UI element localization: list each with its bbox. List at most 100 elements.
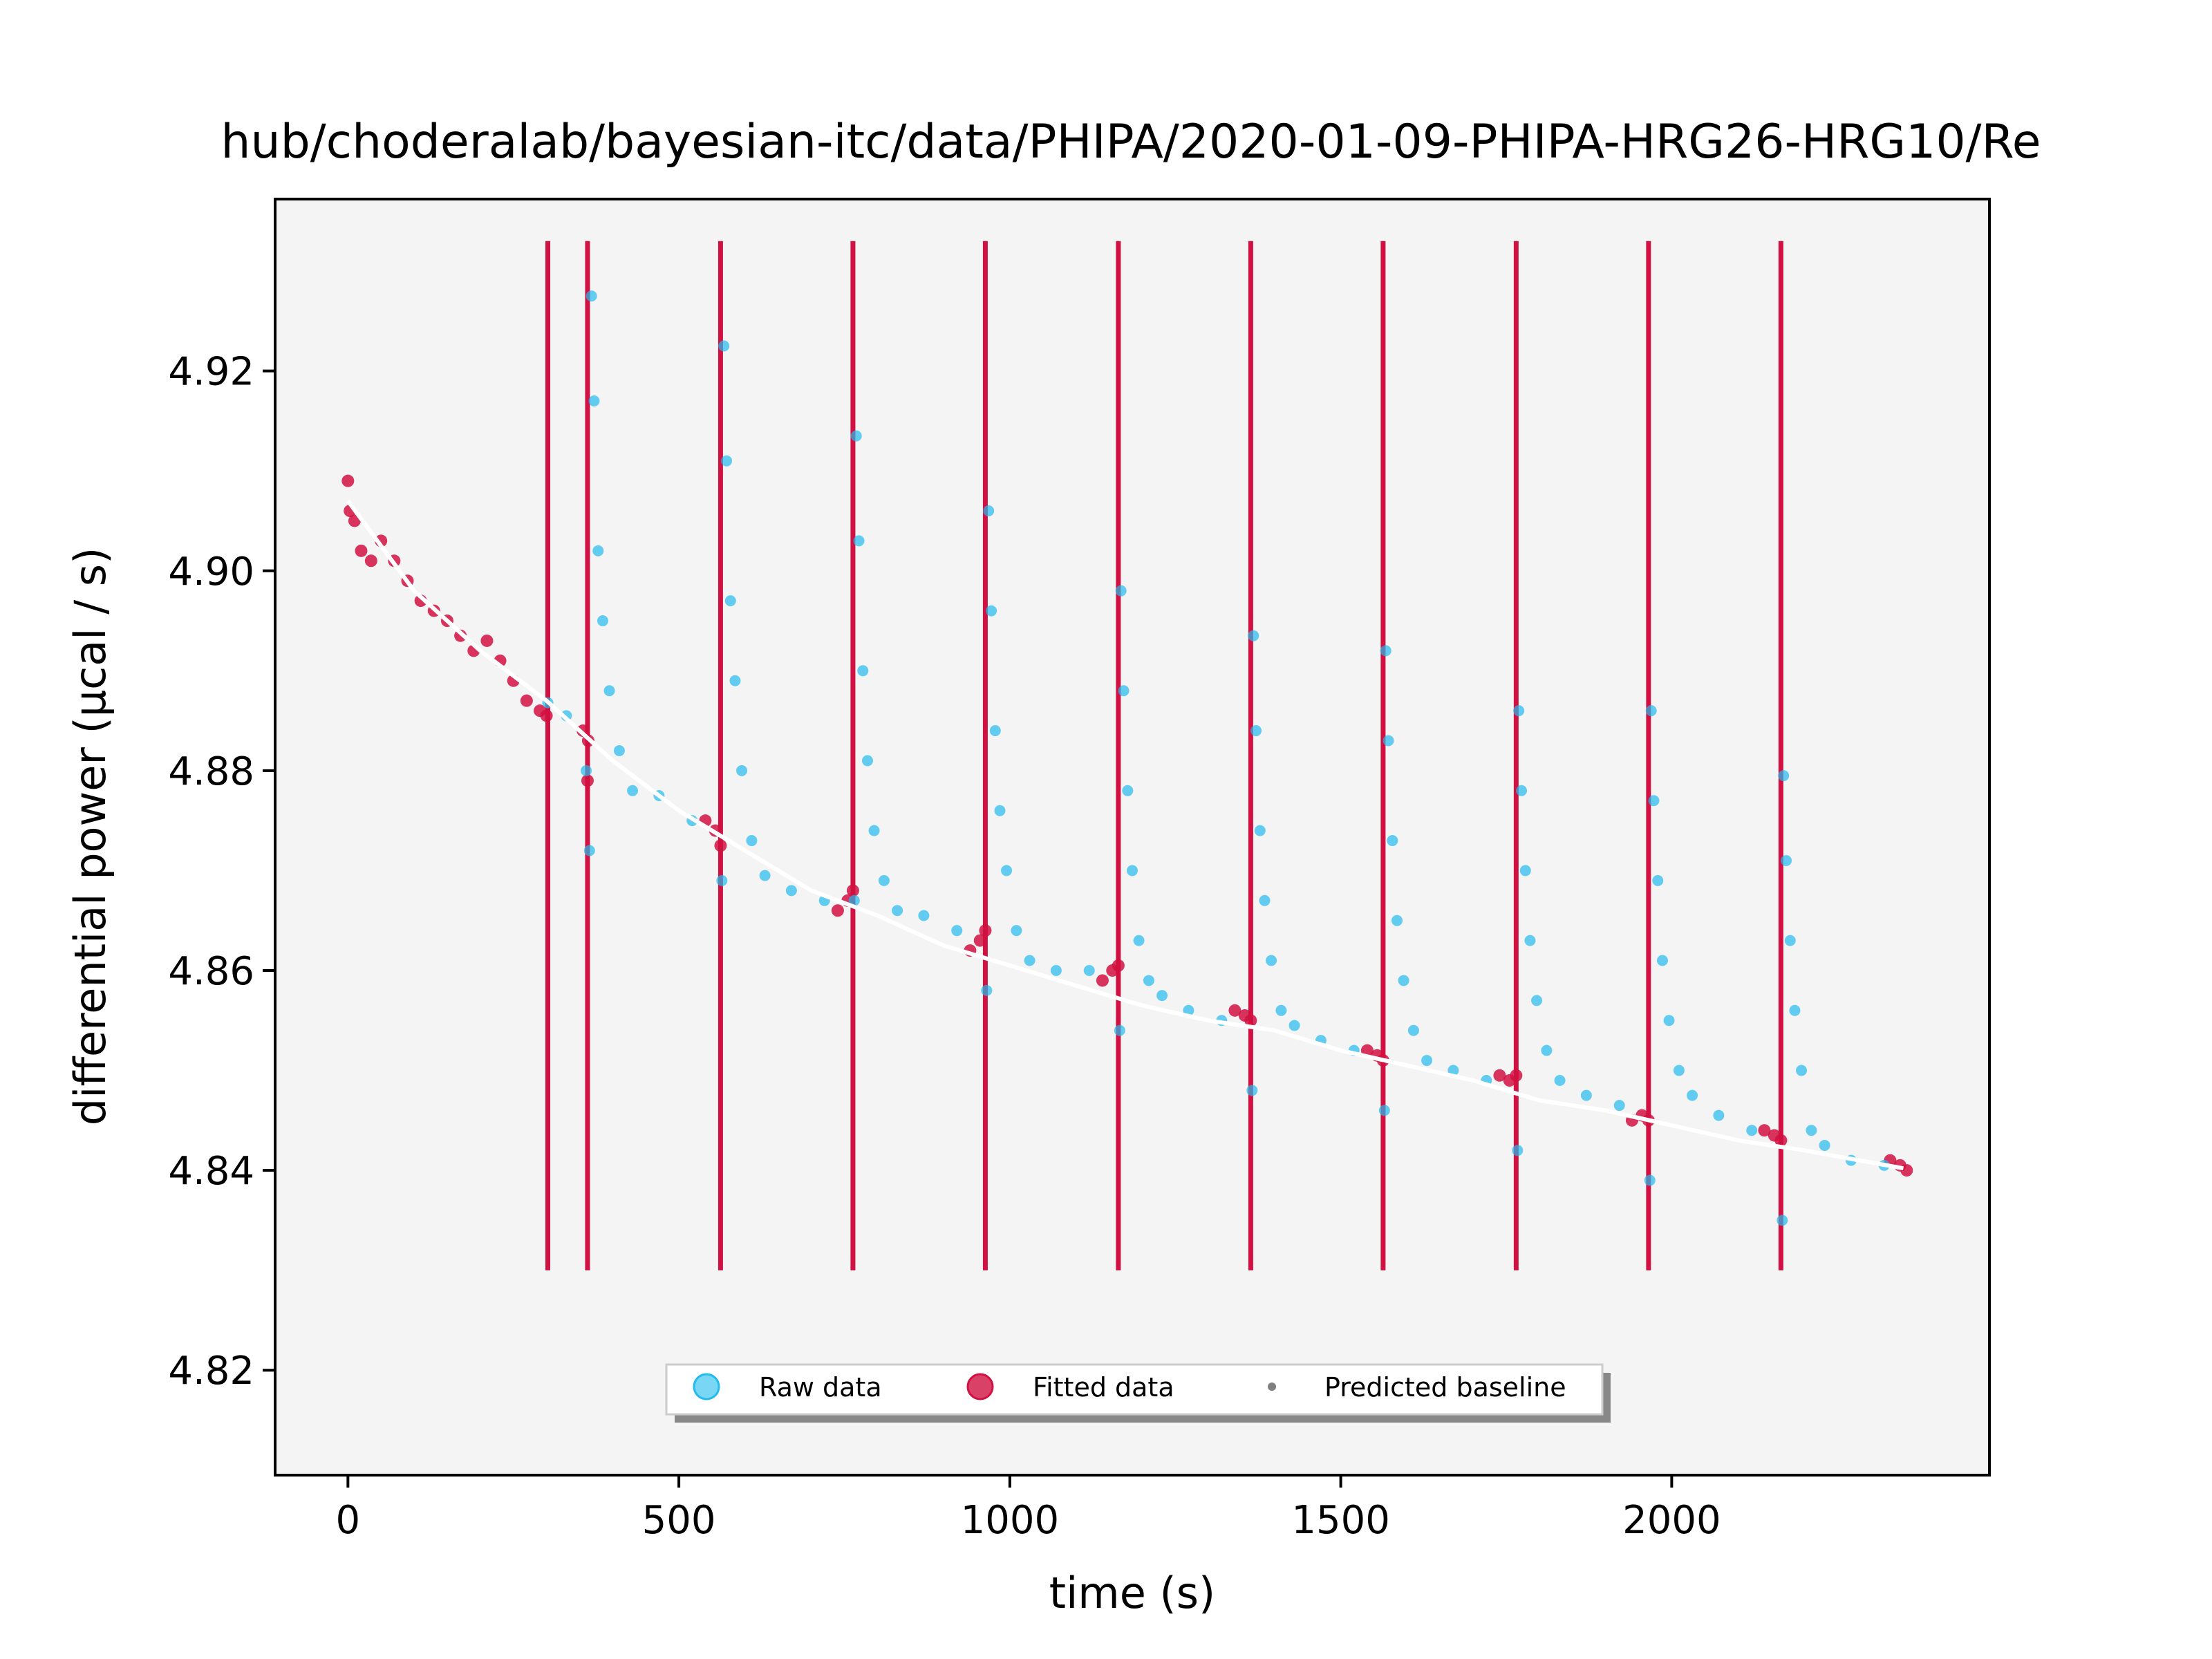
raw-data-point [1516, 785, 1528, 796]
fitted-data-point [1360, 1044, 1374, 1057]
raw-data-point [1254, 825, 1266, 836]
raw-data-point [1778, 770, 1790, 782]
y-tick-label: 4.82 [168, 1349, 254, 1394]
fitted-data-point [364, 554, 377, 568]
raw-data-point [1789, 1004, 1801, 1016]
raw-data-point [986, 605, 997, 617]
raw-data-point [583, 845, 595, 856]
raw-data-point [1421, 1055, 1433, 1067]
fitted-data-point [520, 694, 533, 707]
raw-data-point [736, 765, 748, 776]
chart-title: hub/choderalab/bayesian-itc/data/PHIPA/2… [221, 115, 2041, 169]
raw-data-point [1819, 1139, 1830, 1151]
fitted-data-point [1244, 1014, 1257, 1027]
x-axis-ticks: 0 500 1000 1500 2000 [336, 1475, 1721, 1543]
raw-data-point [1644, 1174, 1656, 1186]
raw-data-point [1519, 865, 1531, 877]
raw-data-point [1382, 735, 1394, 747]
raw-data-point [1580, 1089, 1592, 1101]
raw-data-point [1524, 935, 1536, 946]
raw-data-point [1784, 935, 1796, 946]
legend-baseline-marker [1268, 1382, 1276, 1391]
fitted-data-point [1493, 1069, 1506, 1082]
raw-data-point [1554, 1074, 1566, 1086]
legend-raw-label: Raw data [759, 1372, 882, 1403]
raw-data-point [1122, 785, 1134, 796]
fitted-data-point [1900, 1164, 1913, 1177]
fitted-data-point [846, 884, 859, 897]
raw-data-point [1656, 955, 1668, 966]
raw-data-point [1259, 894, 1271, 906]
raw-data-point [1781, 854, 1792, 866]
raw-data-point [1398, 975, 1409, 986]
raw-data-point [868, 825, 880, 836]
raw-data-point [1806, 1125, 1817, 1136]
y-tick-label: 4.92 [168, 350, 254, 395]
raw-data-point [1673, 1065, 1685, 1076]
raw-data-point [627, 785, 639, 796]
fitted-data-point [1510, 1069, 1523, 1082]
raw-data-point [983, 505, 995, 517]
raw-data-point [1746, 1125, 1758, 1136]
legend-baseline-label: Predicted baseline [1324, 1372, 1566, 1403]
raw-data-point [1288, 1020, 1300, 1031]
raw-data-point [1796, 1065, 1808, 1076]
x-tick-label: 1500 [1291, 1498, 1390, 1543]
injection-lines [545, 241, 1783, 1271]
raw-data-point [951, 925, 963, 937]
y-tick-label: 4.90 [168, 550, 254, 594]
raw-data-point [1250, 725, 1262, 737]
plot-area [275, 199, 1989, 1475]
raw-data-point [1513, 705, 1525, 717]
raw-data-point [1687, 1089, 1698, 1101]
raw-data-point [597, 615, 608, 627]
y-tick-label: 4.88 [168, 749, 254, 794]
raw-data-point [1541, 1044, 1553, 1056]
raw-data-point [1645, 705, 1657, 717]
raw-data-point [1652, 874, 1664, 886]
raw-data-point [716, 874, 728, 886]
raw-data-point [785, 885, 797, 897]
raw-data-point [1083, 964, 1095, 976]
fitted-data-point [480, 634, 494, 647]
raw-data-point [1011, 925, 1022, 937]
plot-frame [274, 198, 1991, 1477]
raw-data-point [918, 910, 930, 921]
raw-data-point [1050, 964, 1062, 976]
raw-data-point [1275, 1004, 1287, 1016]
raw-data-point [994, 805, 1006, 816]
raw-data-point [1387, 835, 1398, 847]
fitted-data-point [973, 934, 986, 947]
raw-data-point [1248, 630, 1259, 641]
predicted-baseline-series [346, 499, 1904, 1171]
raw-data-point [592, 545, 604, 556]
legend-raw-marker [693, 1373, 720, 1400]
raw-data-point [1266, 955, 1277, 966]
raw-data-point [1127, 865, 1138, 877]
raw-data-point [746, 835, 758, 847]
raw-data-point [1713, 1109, 1725, 1121]
raw-data-point [1024, 955, 1035, 966]
raw-data-point [724, 595, 736, 607]
fitted-data-point [979, 924, 992, 937]
raw-data-point [1115, 585, 1127, 597]
fitted-data-point [341, 474, 355, 487]
fitted-data-point [355, 544, 368, 557]
raw-data-point [1777, 1215, 1788, 1226]
fitted-data-point [1774, 1134, 1788, 1147]
x-axis-title: time (s) [1049, 1568, 1215, 1618]
raw-data-point [1407, 1024, 1419, 1036]
raw-data-point [1380, 645, 1391, 657]
x-tick-label: 500 [642, 1498, 716, 1543]
raw-data-point [850, 430, 862, 442]
raw-data-point [1156, 990, 1168, 1002]
raw-data-point [857, 665, 869, 677]
x-tick-label: 0 [336, 1498, 361, 1543]
raw-data-point [892, 905, 903, 917]
y-tick-label: 4.84 [168, 1149, 254, 1194]
raw-data-point [1663, 1015, 1675, 1027]
legend-fitted-label: Fitted data [1033, 1372, 1174, 1403]
raw-data-point [718, 340, 730, 352]
raw-data-point [1118, 685, 1130, 697]
fitted-data-point [581, 774, 594, 787]
